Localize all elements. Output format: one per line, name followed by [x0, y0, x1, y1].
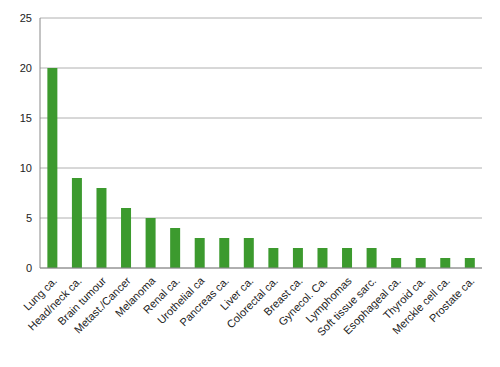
svg-text:Renal ca.: Renal ca. [140, 274, 182, 316]
svg-text:Lymphomas: Lymphomas [303, 274, 354, 325]
svg-text:Head/neck ca.: Head/neck ca. [25, 274, 84, 333]
svg-text:Brain tumour: Brain tumour [55, 274, 109, 328]
svg-text:Colorectal ca.: Colorectal ca. [224, 274, 281, 331]
svg-text:20: 20 [20, 62, 32, 74]
svg-text:Urothelial ca: Urothelial ca [154, 274, 207, 327]
svg-text:15: 15 [20, 112, 32, 124]
svg-text:Pancreas ca.: Pancreas ca. [177, 274, 232, 329]
svg-text:25: 25 [20, 12, 32, 24]
svg-text:0: 0 [26, 262, 32, 274]
svg-text:5: 5 [26, 212, 32, 224]
svg-text:Liver ca.: Liver ca. [217, 274, 256, 313]
svg-text:Prostate ca.: Prostate ca. [427, 274, 477, 324]
svg-text:Lung ca.: Lung ca. [20, 274, 60, 313]
svg-text:Soft tissue sarc.: Soft tissue sarc. [314, 274, 379, 339]
svg-text:10: 10 [20, 162, 32, 174]
svg-text:Thyroid ca.: Thyroid ca. [380, 274, 428, 322]
svg-text:Metast./Cancer: Metast./Cancer [71, 274, 133, 336]
svg-text:Merckle cell ca.: Merckle cell ca. [390, 274, 453, 337]
svg-text:Gynecol. Ca.: Gynecol. Ca. [275, 274, 330, 328]
svg-text:Breast ca.: Breast ca. [261, 274, 305, 318]
svg-text:Esophageal ca.: Esophageal ca. [340, 274, 403, 337]
svg-text:Melanoma: Melanoma [112, 274, 158, 320]
